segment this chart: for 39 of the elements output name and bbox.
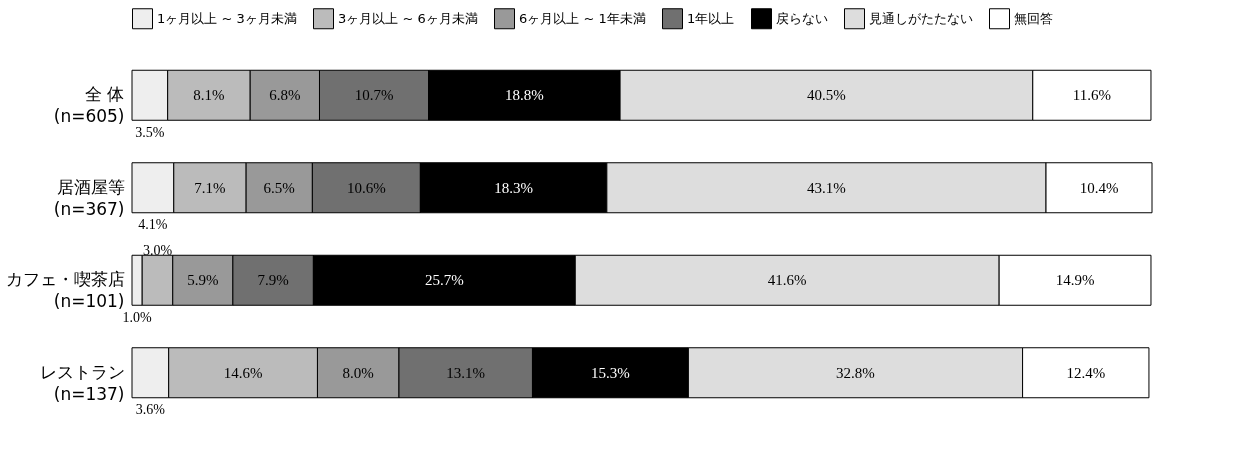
data-label: 8.0% [342, 364, 374, 381]
data-label: 41.6% [767, 272, 807, 289]
data-label: 43.1% [807, 179, 846, 196]
data-label: 6.5% [263, 179, 295, 196]
data-label: 3.6% [135, 402, 166, 418]
legend-label: 1年以上 [687, 10, 735, 26]
data-label: 18.8% [504, 87, 544, 104]
legend-label: 6ヶ月以上 ~ 1年未満 [519, 10, 646, 26]
data-label: 40.5% [807, 87, 846, 104]
y-tick-label: 全 体 (n=605) [53, 84, 125, 127]
legend-label: 戻らない [776, 10, 828, 26]
legend-label: 3ヶ月以上 ~ 6ヶ月未満 [338, 10, 478, 26]
data-label: 1.0% [122, 309, 153, 325]
data-label: 10.6% [346, 179, 386, 196]
data-label: 3.5% [135, 124, 165, 140]
data-label: 3.0% [142, 242, 173, 258]
data-label: 14.9% [1055, 272, 1095, 289]
data-label: 15.3% [591, 364, 630, 381]
y-tick-label: カフェ・喫茶店 (n=101) [5, 269, 125, 312]
data-label: 12.4% [1066, 364, 1106, 381]
data-label: 4.1% [138, 217, 168, 233]
data-label: 7.9% [257, 272, 289, 289]
y-tick-label: レストラン (n=137) [39, 361, 125, 404]
data-label: 13.1% [446, 364, 486, 381]
data-label: 32.8% [836, 364, 875, 381]
data-label: 7.1% [194, 179, 226, 196]
data-label: 10.7% [354, 87, 394, 104]
data-label: 18.3% [494, 179, 533, 196]
data-label: 10.4% [1079, 179, 1119, 196]
legend-label: 無回答 [1014, 10, 1053, 26]
data-label: 25.7% [424, 272, 464, 289]
data-label: 8.1% [193, 87, 225, 104]
data-label: 11.6% [1072, 87, 1111, 104]
data-label: 5.9% [187, 272, 219, 289]
data-label: 14.6% [223, 364, 263, 381]
legend-label: 1ヶ月以上 ~ 3ヶ月未満 [157, 10, 297, 26]
data-label: 6.8% [269, 87, 301, 104]
legend-label: 見通しがたたない [869, 10, 973, 26]
y-tick-label: 居酒屋等 (n=367) [53, 176, 125, 219]
